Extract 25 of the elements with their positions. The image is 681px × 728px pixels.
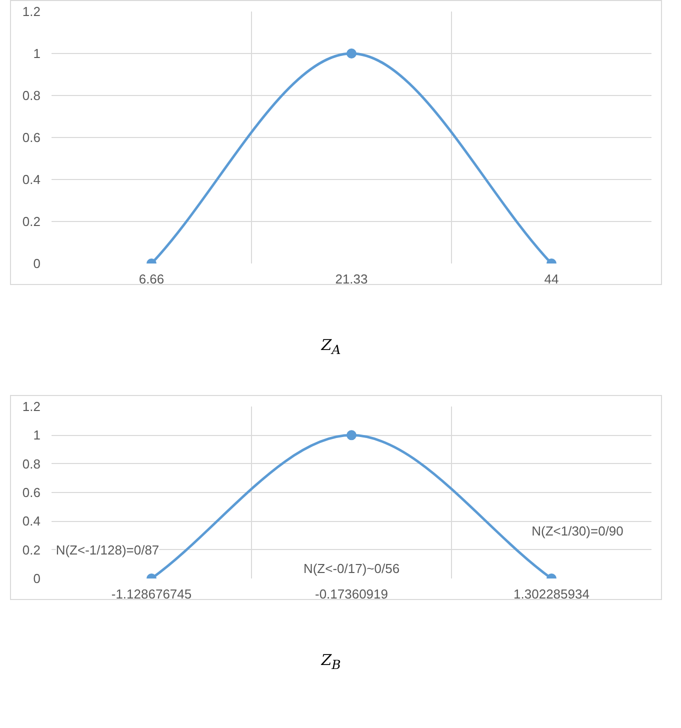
x-tick-label: 1.302285934 bbox=[514, 586, 590, 602]
y-tick-label: 0 bbox=[33, 256, 41, 271]
y-tick-label: 0.6 bbox=[22, 130, 41, 145]
annotation: N(Z<-1/128)=0/87 bbox=[56, 542, 160, 558]
y-tick-label: 1 bbox=[33, 428, 41, 443]
y-tick-label: 1 bbox=[33, 46, 41, 61]
y-tick-label: 0.8 bbox=[22, 456, 41, 472]
y-tick-label: 1.2 bbox=[22, 4, 41, 19]
x-tick-label: -0.17360919 bbox=[314, 586, 388, 602]
y-tick-label: 0.8 bbox=[22, 88, 41, 103]
y-tick-label: 0.4 bbox=[22, 514, 41, 529]
y-tick-label: 1.2 bbox=[22, 399, 41, 414]
x-tick-label: 44 bbox=[544, 272, 559, 286]
x-tick-label: 21.33 bbox=[335, 272, 368, 286]
annotation: N(Z<1/30)=0/90 bbox=[532, 524, 624, 539]
x-axis-title: Z$_{B}$ bbox=[320, 650, 342, 674]
y-tick-label: 0.4 bbox=[22, 172, 41, 187]
y-tick-label: 0.2 bbox=[22, 542, 41, 558]
x-tick-label: 6.66 bbox=[138, 272, 164, 286]
x-axis-title: Z$_{A}$ bbox=[320, 335, 342, 359]
x-tick-label: -1.128676745 bbox=[111, 586, 192, 602]
y-tick-label: 0.6 bbox=[22, 485, 41, 500]
annotation: N(Z<-0/17)~0/56 bbox=[303, 560, 400, 576]
y-tick-label: 0.2 bbox=[22, 214, 41, 229]
y-tick-label: 0 bbox=[33, 571, 41, 586]
